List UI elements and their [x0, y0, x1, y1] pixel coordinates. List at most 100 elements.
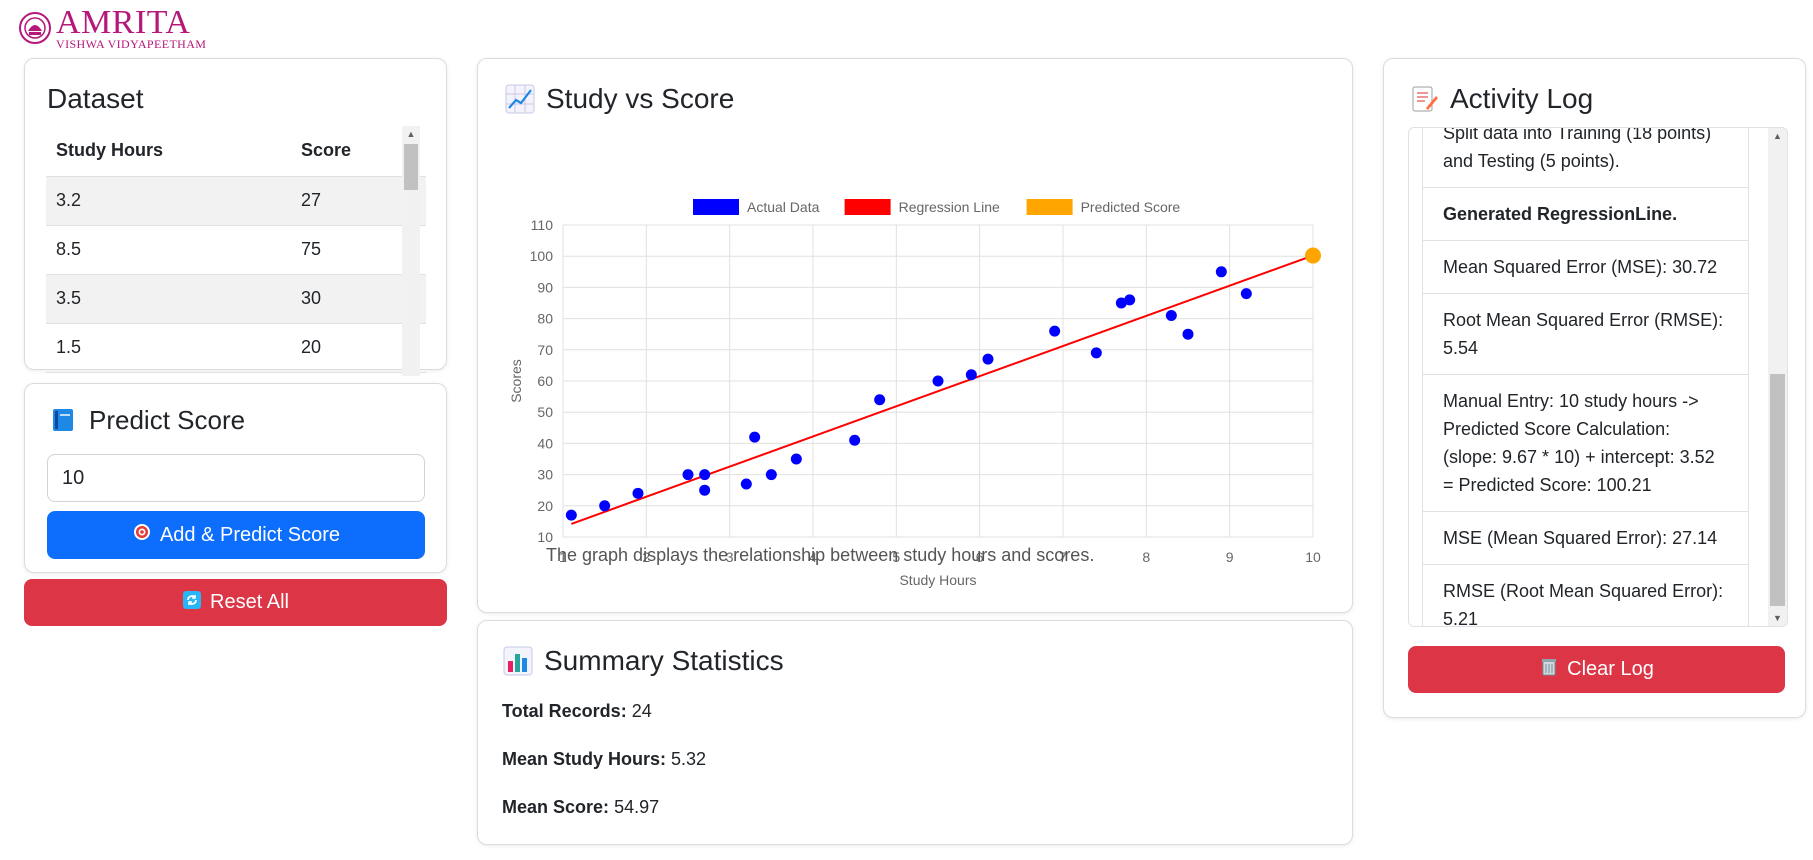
- summary-title-row: Summary Statistics: [502, 645, 1328, 677]
- y-axis-label: Scores: [508, 359, 524, 403]
- data-point: [682, 469, 694, 481]
- table-row: 3.5 30: [46, 274, 426, 324]
- predict-title-row: Predict Score: [47, 404, 424, 436]
- x-tick-label: 5: [892, 549, 900, 565]
- chart-increasing-icon: [504, 83, 536, 115]
- table-row: 1.5 20: [46, 323, 426, 373]
- chart-caption: The graph displays the relationship betw…: [546, 545, 1095, 565]
- legend-label: Predicted Score: [1081, 199, 1181, 215]
- y-tick-label: 70: [537, 342, 553, 358]
- amrita-seal-icon: [19, 12, 51, 44]
- data-point: [1182, 328, 1194, 340]
- cell-study-hours: 3.2: [46, 176, 291, 226]
- y-tick-label: 110: [531, 217, 554, 233]
- data-point: [849, 434, 861, 446]
- data-point: [765, 469, 777, 481]
- scroll-up-arrow-icon[interactable]: ▲: [1773, 131, 1782, 141]
- activity-title: Activity Log: [1450, 83, 1594, 114]
- y-tick-label: 60: [537, 373, 553, 389]
- chart-card: Study vs Score 1 2 3 4 5 6 7 8 9 10 10 20 30 40 50 60 70…: [477, 58, 1353, 613]
- scrollbar-thumb[interactable]: [404, 144, 418, 190]
- legend-swatch: [693, 199, 739, 215]
- data-point: [1115, 297, 1127, 309]
- data-point: [1165, 309, 1177, 321]
- x-tick-label: 9: [1226, 549, 1234, 565]
- data-point: [632, 487, 644, 499]
- scatter-chart: 1 2 3 4 5 6 7 8 9 10 10 20 30 40 50 60 70 80 90 100 110 Study…: [508, 199, 1321, 588]
- predicted-point: [1305, 247, 1321, 264]
- reset-all-label: Reset All: [210, 591, 289, 613]
- y-tick-label: 90: [537, 279, 553, 295]
- scrollbar-thumb[interactable]: [1770, 374, 1785, 606]
- wastebasket-icon: [1539, 657, 1559, 683]
- predict-card: Predict Score 10 Add & Predict Score: [24, 383, 447, 573]
- target-icon: [132, 522, 152, 548]
- stat-label: Total Records:: [502, 701, 627, 721]
- amrita-logo: AMRITA VISHWA VIDYAPEETHAM: [18, 6, 206, 50]
- x-tick-label: 4: [809, 549, 817, 565]
- data-point: [699, 484, 711, 496]
- cell-study-hours: 3.5: [46, 274, 291, 324]
- stat-total-records: Total Records: 24: [502, 701, 652, 722]
- y-tick-label: 20: [537, 498, 553, 514]
- cell-study-hours: 1.5: [46, 323, 291, 373]
- y-tick-label: 50: [537, 404, 553, 420]
- log-item: MSE (Mean Squared Error): 27.14: [1422, 512, 1749, 565]
- logo-name: AMRITA: [56, 4, 191, 41]
- data-point: [932, 375, 944, 387]
- bar-chart-icon: [502, 645, 534, 677]
- log-item: Root Mean Squared Error (RMSE): 5.54: [1422, 294, 1749, 375]
- log-item: Generated RegressionLine.: [1422, 188, 1749, 241]
- y-tick-label: 80: [537, 311, 553, 327]
- table-header-row: Study Hours Score: [46, 126, 426, 177]
- stat-value: 24: [631, 701, 652, 721]
- stat-value: 5.32: [671, 749, 707, 769]
- column-header-study-hours: Study Hours: [46, 126, 291, 177]
- summary-card: Summary Statistics Total Records: 24 Mea…: [477, 620, 1353, 845]
- x-tick-label: 1: [559, 549, 567, 565]
- add-predict-button[interactable]: Add & Predict Score: [47, 511, 425, 559]
- data-point: [749, 431, 761, 443]
- y-tick-label: 30: [537, 467, 553, 483]
- dataset-table-scroll[interactable]: Study Hours Score 3.2 27 8.5 75 3.5 30 1.5 2…: [46, 126, 444, 376]
- book-icon: [47, 404, 79, 436]
- scroll-up-arrow-icon[interactable]: ▲: [406, 129, 416, 139]
- dataset-scrollbar[interactable]: ▲: [402, 126, 420, 376]
- activity-title-row: Activity Log: [1408, 83, 1781, 115]
- data-point: [1049, 325, 1061, 337]
- data-point: [699, 469, 711, 481]
- data-point: [599, 500, 611, 512]
- legend-label: Regression Line: [899, 199, 1000, 215]
- predict-title: Predict Score: [89, 404, 246, 435]
- data-point: [1240, 288, 1252, 300]
- summary-title: Summary Statistics: [544, 645, 784, 676]
- stat-value: 54.97: [614, 797, 660, 817]
- x-tick-label: 6: [976, 549, 984, 565]
- study-hours-input[interactable]: 10: [47, 454, 425, 502]
- scroll-down-arrow-icon[interactable]: ▼: [1773, 613, 1782, 623]
- data-point: [1215, 266, 1227, 278]
- stat-label: Mean Score:: [502, 797, 610, 817]
- data-point: [790, 453, 802, 465]
- activity-log-scroll[interactable]: Split data into Training (18 points) and…: [1408, 127, 1788, 627]
- regression-line: [570, 254, 1314, 525]
- x-tick-label: 10: [1305, 549, 1321, 565]
- stat-mean-study-hours: Mean Study Hours: 5.32: [502, 749, 706, 770]
- data-point: [874, 394, 886, 406]
- log-item: Manual Entry: 10 study hours -> Predicte…: [1422, 375, 1749, 512]
- add-predict-label: Add & Predict Score: [159, 523, 341, 546]
- dataset-table: Study Hours Score 3.2 27 8.5 75 3.5 30 1.5 2…: [46, 126, 426, 373]
- refresh-icon: [182, 590, 202, 616]
- data-point: [982, 353, 994, 365]
- reset-all-button[interactable]: Reset All: [24, 579, 447, 626]
- table-row: 3.2 27: [46, 176, 426, 226]
- legend-swatch: [844, 199, 891, 215]
- y-tick-label: 40: [537, 435, 553, 451]
- activity-log-scrollbar[interactable]: ▲ ▼: [1768, 128, 1787, 626]
- x-tick-label: 7: [1059, 549, 1067, 565]
- x-axis-label: Study Hours: [899, 572, 976, 588]
- stat-label: Mean Study Hours:: [502, 749, 667, 769]
- data-point: [1124, 294, 1136, 306]
- clear-log-button[interactable]: Clear Log: [1408, 646, 1785, 693]
- memo-icon: [1408, 83, 1440, 115]
